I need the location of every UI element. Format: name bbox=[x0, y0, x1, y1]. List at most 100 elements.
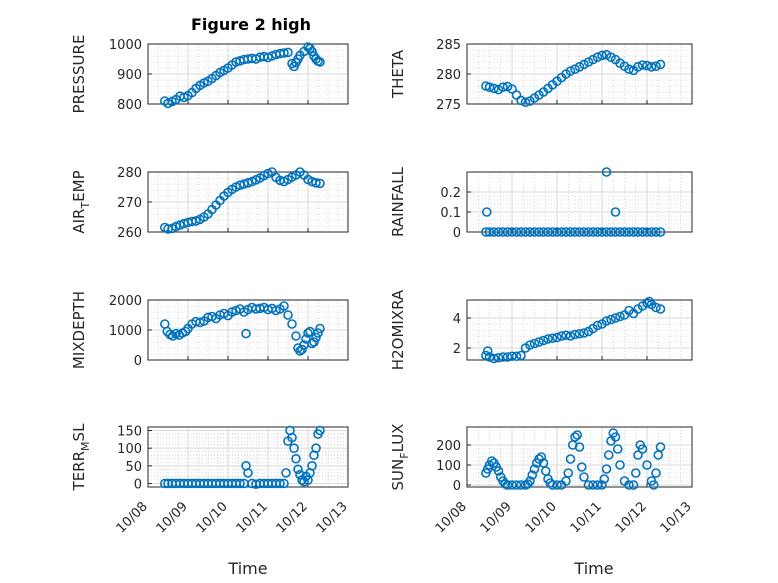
data-point bbox=[529, 464, 540, 474]
data-point bbox=[498, 227, 508, 237]
data-point bbox=[309, 337, 319, 347]
data-point bbox=[525, 340, 535, 350]
ytick-label: 1000 bbox=[109, 324, 142, 339]
xtick-label: 10/09 bbox=[154, 499, 191, 536]
data-point bbox=[588, 480, 598, 490]
data-point bbox=[615, 460, 625, 470]
data-point bbox=[516, 480, 526, 490]
panel-sunflux: 0 100 200 10/08 10/09 10/10 10/11 10/12 10/13 SUN… bbox=[389, 424, 695, 537]
data-point bbox=[502, 480, 513, 490]
xtick-label: 10/08 bbox=[433, 499, 470, 536]
data-point bbox=[576, 462, 587, 472]
data-point bbox=[633, 62, 643, 72]
ylabel: THETA bbox=[389, 49, 407, 99]
data-point bbox=[597, 227, 607, 237]
data-point bbox=[651, 302, 661, 313]
data-point bbox=[489, 227, 499, 237]
data-point bbox=[160, 478, 170, 489]
panel-pressure: 800 900 1000 PRESSURE bbox=[70, 35, 349, 114]
panel-rainfall: 0 0.1 0.2 RAINFALL bbox=[389, 166, 693, 241]
data-point bbox=[642, 298, 652, 308]
series-markers bbox=[160, 425, 325, 489]
data-point bbox=[572, 430, 583, 440]
data-point bbox=[283, 47, 293, 58]
data-point bbox=[516, 350, 526, 361]
ylabel: PRESSURE bbox=[70, 35, 88, 114]
data-point bbox=[287, 432, 297, 443]
data-point bbox=[511, 480, 522, 490]
data-point bbox=[574, 328, 585, 339]
data-point bbox=[601, 227, 612, 237]
data-point bbox=[307, 46, 317, 57]
data-point bbox=[648, 480, 659, 490]
data-point bbox=[606, 314, 616, 325]
data-point bbox=[633, 227, 643, 237]
data-point bbox=[507, 480, 517, 490]
panel-h2omixra: 2 4 H2OMIXRA bbox=[389, 289, 693, 370]
data-point bbox=[484, 82, 495, 92]
ytick-label: 150 bbox=[117, 425, 142, 440]
data-point bbox=[583, 227, 594, 237]
data-point bbox=[311, 332, 321, 343]
xlabel: Time bbox=[227, 559, 267, 578]
data-point bbox=[565, 227, 576, 237]
data-point bbox=[489, 83, 499, 94]
data-point bbox=[493, 227, 504, 237]
xtick-label: 10/13 bbox=[314, 499, 351, 536]
ytick-label: 100 bbox=[436, 459, 461, 474]
data-point bbox=[561, 330, 571, 341]
data-point bbox=[295, 469, 305, 480]
data-point bbox=[556, 227, 567, 237]
xtick-label: 10/09 bbox=[478, 499, 515, 536]
data-point bbox=[315, 57, 325, 67]
data-point bbox=[291, 331, 301, 341]
data-point bbox=[561, 227, 571, 237]
data-point bbox=[619, 227, 630, 237]
data-point bbox=[565, 331, 576, 341]
data-point bbox=[579, 328, 589, 338]
ylabel: AIRTEMP bbox=[70, 170, 92, 233]
data-point bbox=[493, 352, 504, 363]
panel-airtemp: 260 270 280 AIRTEMP bbox=[70, 166, 349, 241]
xtick-label: 10/12 bbox=[613, 499, 650, 536]
data-point bbox=[289, 443, 299, 453]
series-markers bbox=[481, 296, 666, 364]
ytick-label: 0 bbox=[453, 226, 461, 241]
ytick-label: 50 bbox=[125, 460, 142, 475]
data-point bbox=[592, 227, 603, 237]
data-point bbox=[655, 304, 666, 314]
data-point bbox=[579, 472, 589, 482]
data-point bbox=[502, 227, 513, 237]
data-point bbox=[610, 432, 621, 442]
data-point bbox=[588, 227, 598, 237]
ytick-label: 260 bbox=[117, 226, 142, 241]
data-point bbox=[642, 60, 652, 71]
data-point bbox=[489, 353, 499, 364]
data-point bbox=[538, 227, 549, 237]
ytick-label: 900 bbox=[117, 68, 142, 83]
data-point bbox=[507, 351, 517, 362]
data-point bbox=[570, 329, 580, 340]
data-point bbox=[599, 474, 610, 484]
data-point bbox=[612, 444, 623, 454]
data-point bbox=[570, 432, 580, 442]
data-point bbox=[502, 352, 513, 362]
series-markers bbox=[481, 428, 666, 490]
data-point bbox=[291, 453, 301, 464]
ytick-label: 200 bbox=[436, 439, 461, 454]
data-point bbox=[301, 334, 311, 344]
axes-box bbox=[466, 426, 693, 488]
data-point bbox=[592, 320, 603, 331]
data-point bbox=[592, 52, 603, 63]
data-point bbox=[570, 227, 580, 237]
ytick-label: 285 bbox=[436, 38, 461, 53]
data-point bbox=[279, 301, 289, 311]
data-point bbox=[646, 62, 657, 72]
data-point bbox=[484, 227, 495, 237]
ytick-label: 275 bbox=[436, 98, 461, 113]
data-point bbox=[583, 480, 594, 490]
data-point bbox=[563, 468, 574, 478]
data-point bbox=[655, 59, 666, 70]
ytick-label: 2000 bbox=[109, 294, 142, 309]
data-point bbox=[507, 227, 517, 237]
